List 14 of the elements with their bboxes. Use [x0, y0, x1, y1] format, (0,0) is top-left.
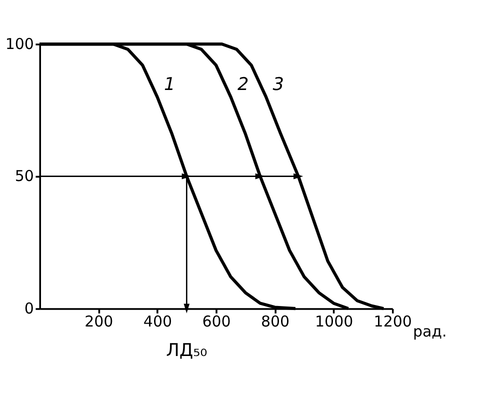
- y-tick-label: 100: [5, 34, 34, 53]
- y-tick-label: 0: [24, 299, 34, 318]
- x-tick-label: 1200: [374, 312, 412, 331]
- series-label: 3: [272, 74, 284, 95]
- x-axis-title: рад.: [412, 322, 447, 340]
- series-label: 2: [237, 74, 249, 95]
- x-tick-label: 800: [260, 312, 290, 331]
- x-tick-label: 200: [84, 312, 114, 331]
- y-tick-label: 50: [14, 167, 34, 186]
- x-tick-label: 400: [143, 312, 172, 331]
- text: ЛД₅₀: [166, 341, 208, 362]
- x-tick-label: 1000: [315, 312, 354, 331]
- x-tick-label: 600: [202, 312, 231, 331]
- series-label: 1: [164, 74, 176, 95]
